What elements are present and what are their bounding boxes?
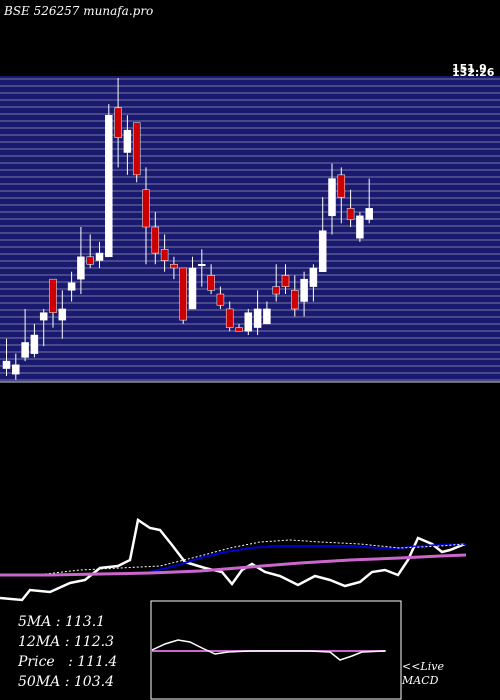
candle-body <box>49 278 57 313</box>
ma-line-blue <box>149 543 466 573</box>
candle-body <box>318 230 327 272</box>
stat-12ma: 12MA : 112.3 <box>18 634 114 650</box>
candle-body <box>235 327 243 332</box>
candle-body <box>291 290 299 310</box>
candle-body <box>328 178 336 217</box>
candle-body <box>123 129 132 153</box>
candle-body <box>86 256 94 265</box>
candle-body <box>170 264 178 269</box>
candle-body <box>198 264 206 266</box>
axis-label-second: 132.26 <box>452 66 495 79</box>
candle-body <box>272 286 280 295</box>
price-panel <box>0 76 500 382</box>
candle-body <box>67 282 76 291</box>
candle-body <box>244 312 253 332</box>
candle-body <box>95 252 104 261</box>
stat-price: Price : 111.4 <box>18 654 118 670</box>
site-title: BSE 526257 munafa.pro <box>4 4 154 18</box>
candle-body <box>105 115 113 258</box>
candle-body <box>346 208 355 220</box>
candle-body <box>12 364 20 375</box>
macd-label: <<Live MACD <box>402 660 444 688</box>
candle-body <box>39 312 48 321</box>
stat-50ma: 50MA : 103.4 <box>18 674 114 690</box>
candle-body <box>300 278 308 302</box>
candle-body <box>337 174 346 198</box>
axis-label-top: 151.9 <box>452 62 487 75</box>
candle-body <box>2 360 11 369</box>
candle-body <box>151 226 160 254</box>
candle-body <box>142 189 150 228</box>
candle-body <box>77 256 85 280</box>
candle-body <box>21 342 29 358</box>
candle-body <box>207 275 215 291</box>
candle-body <box>114 107 122 138</box>
stats-panel: 5MA : 113.1 12MA : 112.3 Price : 111.4 5… <box>18 612 117 692</box>
candle-body <box>30 334 39 354</box>
candle-body <box>225 308 234 328</box>
candle-body <box>356 215 364 239</box>
stat-5ma: 5MA : 113.1 <box>18 614 106 630</box>
macd-name-label: MACD <box>402 674 439 687</box>
candle-body <box>58 308 67 321</box>
candle-body <box>188 267 197 310</box>
candle-body <box>179 267 187 321</box>
candle-body <box>263 308 271 325</box>
ma-line-purple <box>0 553 467 577</box>
candle-body <box>253 308 262 328</box>
candle-body <box>309 267 318 287</box>
macd-live-label: <<Live <box>402 660 444 673</box>
candle-body <box>132 122 141 176</box>
candle-body <box>216 293 225 306</box>
candle-body <box>365 208 373 220</box>
candle-body <box>281 275 290 287</box>
macd-line <box>151 639 386 661</box>
candle-body <box>160 249 169 261</box>
price-line <box>0 517 466 602</box>
